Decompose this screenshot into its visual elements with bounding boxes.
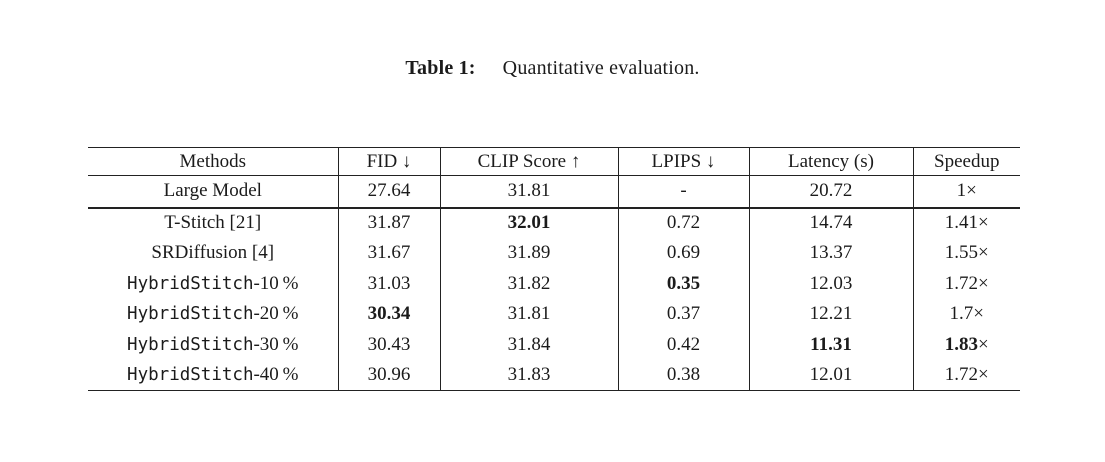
table-row: Large Model 27.64 31.81-20.72 1× (88, 175, 1020, 208)
value-cell: 0.69 (617, 238, 749, 269)
table-row: HybridStitch-20 % 30.34 31.81 0.37 12.21 1.7× (88, 299, 1020, 330)
value-cell: 30.43 (337, 329, 440, 360)
method-suffix: -30 % (253, 333, 299, 355)
value-cell: 32.01 (439, 207, 618, 238)
times-symbol: × (978, 364, 989, 385)
method-cell: T-Stitch [21] (164, 212, 262, 234)
column-header-speedup: Speedup (912, 147, 1020, 176)
value-cell: 0.42 (617, 329, 749, 360)
table-caption-text: Quantitative evaluation. (502, 57, 700, 79)
value-cell: 13.37 (748, 238, 913, 269)
method-cell: HybridStitch-10 % (88, 269, 338, 300)
column-header-lpips: LPIPS ↓ (617, 147, 749, 176)
value-cell: - (617, 175, 749, 208)
value-cell: 31.67 (337, 238, 440, 269)
value-cell: 1.72× (912, 268, 1020, 299)
table-row: HybridStitch-30 % 30.43 31.84 0.42 11.31 1.83… (88, 329, 1020, 361)
table-row: SRDiffusion [4] 31.67 31.89 0.69 13.37 1.55× (88, 238, 1020, 269)
value-cell: 30.34 (337, 299, 440, 330)
table-head: Methods FID ↓ CLIP Score ↑ LPIPS ↓ Laten… (88, 147, 1020, 176)
method-suffix: -10 % (253, 272, 299, 294)
column-header-methods: Methods (179, 150, 247, 172)
value-cell: 31.82 (439, 268, 618, 299)
value-cell: 20.72 (748, 175, 913, 208)
method-suffix: -40 % (253, 364, 299, 385)
value-cell: 1.55× (912, 238, 1020, 269)
table-row: T-Stitch [21] 31.87 32.01 0.72 14.74 1.41× (88, 207, 1020, 238)
value-cell: 1.41× (912, 207, 1020, 238)
value-cell: 14.74 (748, 207, 913, 238)
times-symbol: × (978, 242, 989, 264)
value-cell: 31.89 (439, 238, 618, 269)
table-caption: Table 1: Quantitative evaluation. (0, 57, 1105, 80)
value-cell: 11.31 (748, 329, 913, 360)
value-cell: 31.81 (439, 299, 618, 330)
times-symbol: × (978, 272, 989, 294)
table-row: HybridStitch-40 % 30.96 31.83 0.38 12.01 1.72… (88, 360, 1020, 391)
results-table: Methods FID ↓ CLIP Score ↑ LPIPS ↓ Laten… (88, 147, 1020, 391)
value-cell: 1× (912, 175, 1020, 208)
value-cell: 31.83 (439, 360, 618, 391)
times-symbol: × (978, 333, 989, 355)
times-symbol: × (973, 303, 984, 325)
table-caption-label: Table 1: (405, 57, 476, 79)
value-cell: 31.81 (439, 175, 618, 208)
value-cell: 0.35 (617, 268, 749, 299)
method-suffix: -20 % (253, 303, 299, 325)
times-symbol: × (978, 212, 989, 234)
column-header-fid: FID ↓ (337, 147, 440, 176)
column-header-clip-score: CLIP Score ↑ (439, 147, 618, 176)
value-cell: 12.21 (748, 299, 913, 330)
times-symbol: × (966, 180, 977, 202)
value-cell: 12.03 (748, 268, 913, 299)
column-header-latency: Latency (s) (748, 147, 913, 176)
value-cell: 1.72× (912, 360, 1020, 391)
value-cell: 30.96 (337, 360, 440, 391)
method-cell: SRDiffusion [4] (151, 242, 275, 264)
method-name-mono: HybridStitch (127, 273, 254, 294)
comparison-rows: T-Stitch [21] 31.87 32.01 0.72 14.74 1.41× SRD… (88, 207, 1020, 391)
baseline-rows: Large Model 27.64 31.81-20.72 1× (88, 175, 1020, 208)
method-name-mono: HybridStitch (127, 365, 254, 385)
value-cell: 1.7× (912, 299, 1020, 330)
header-row: Methods FID ↓ CLIP Score ↑ LPIPS ↓ Laten… (88, 147, 1020, 176)
value-cell: 0.38 (617, 360, 749, 391)
method-name-mono: HybridStitch (127, 334, 254, 355)
table-row: HybridStitch-10 % 31.03 31.82 0.35 12.03 1.72… (88, 268, 1020, 300)
method-cell: HybridStitch-20 % (88, 299, 338, 330)
value-cell: 27.64 (337, 175, 440, 208)
method-cell: HybridStitch-30 % (88, 330, 338, 361)
value-cell: 31.03 (337, 268, 440, 299)
method-name-mono: HybridStitch (127, 304, 254, 325)
value-cell: 0.72 (617, 207, 749, 238)
value-cell: 12.01 (748, 360, 913, 391)
value-cell: 1.83× (912, 329, 1020, 360)
value-cell: 31.84 (439, 329, 618, 360)
value-cell: 31.87 (337, 207, 440, 238)
method-cell: HybridStitch-40 % (88, 360, 338, 391)
value-cell: 0.37 (617, 299, 749, 330)
method-cell: Large Model (163, 180, 262, 202)
